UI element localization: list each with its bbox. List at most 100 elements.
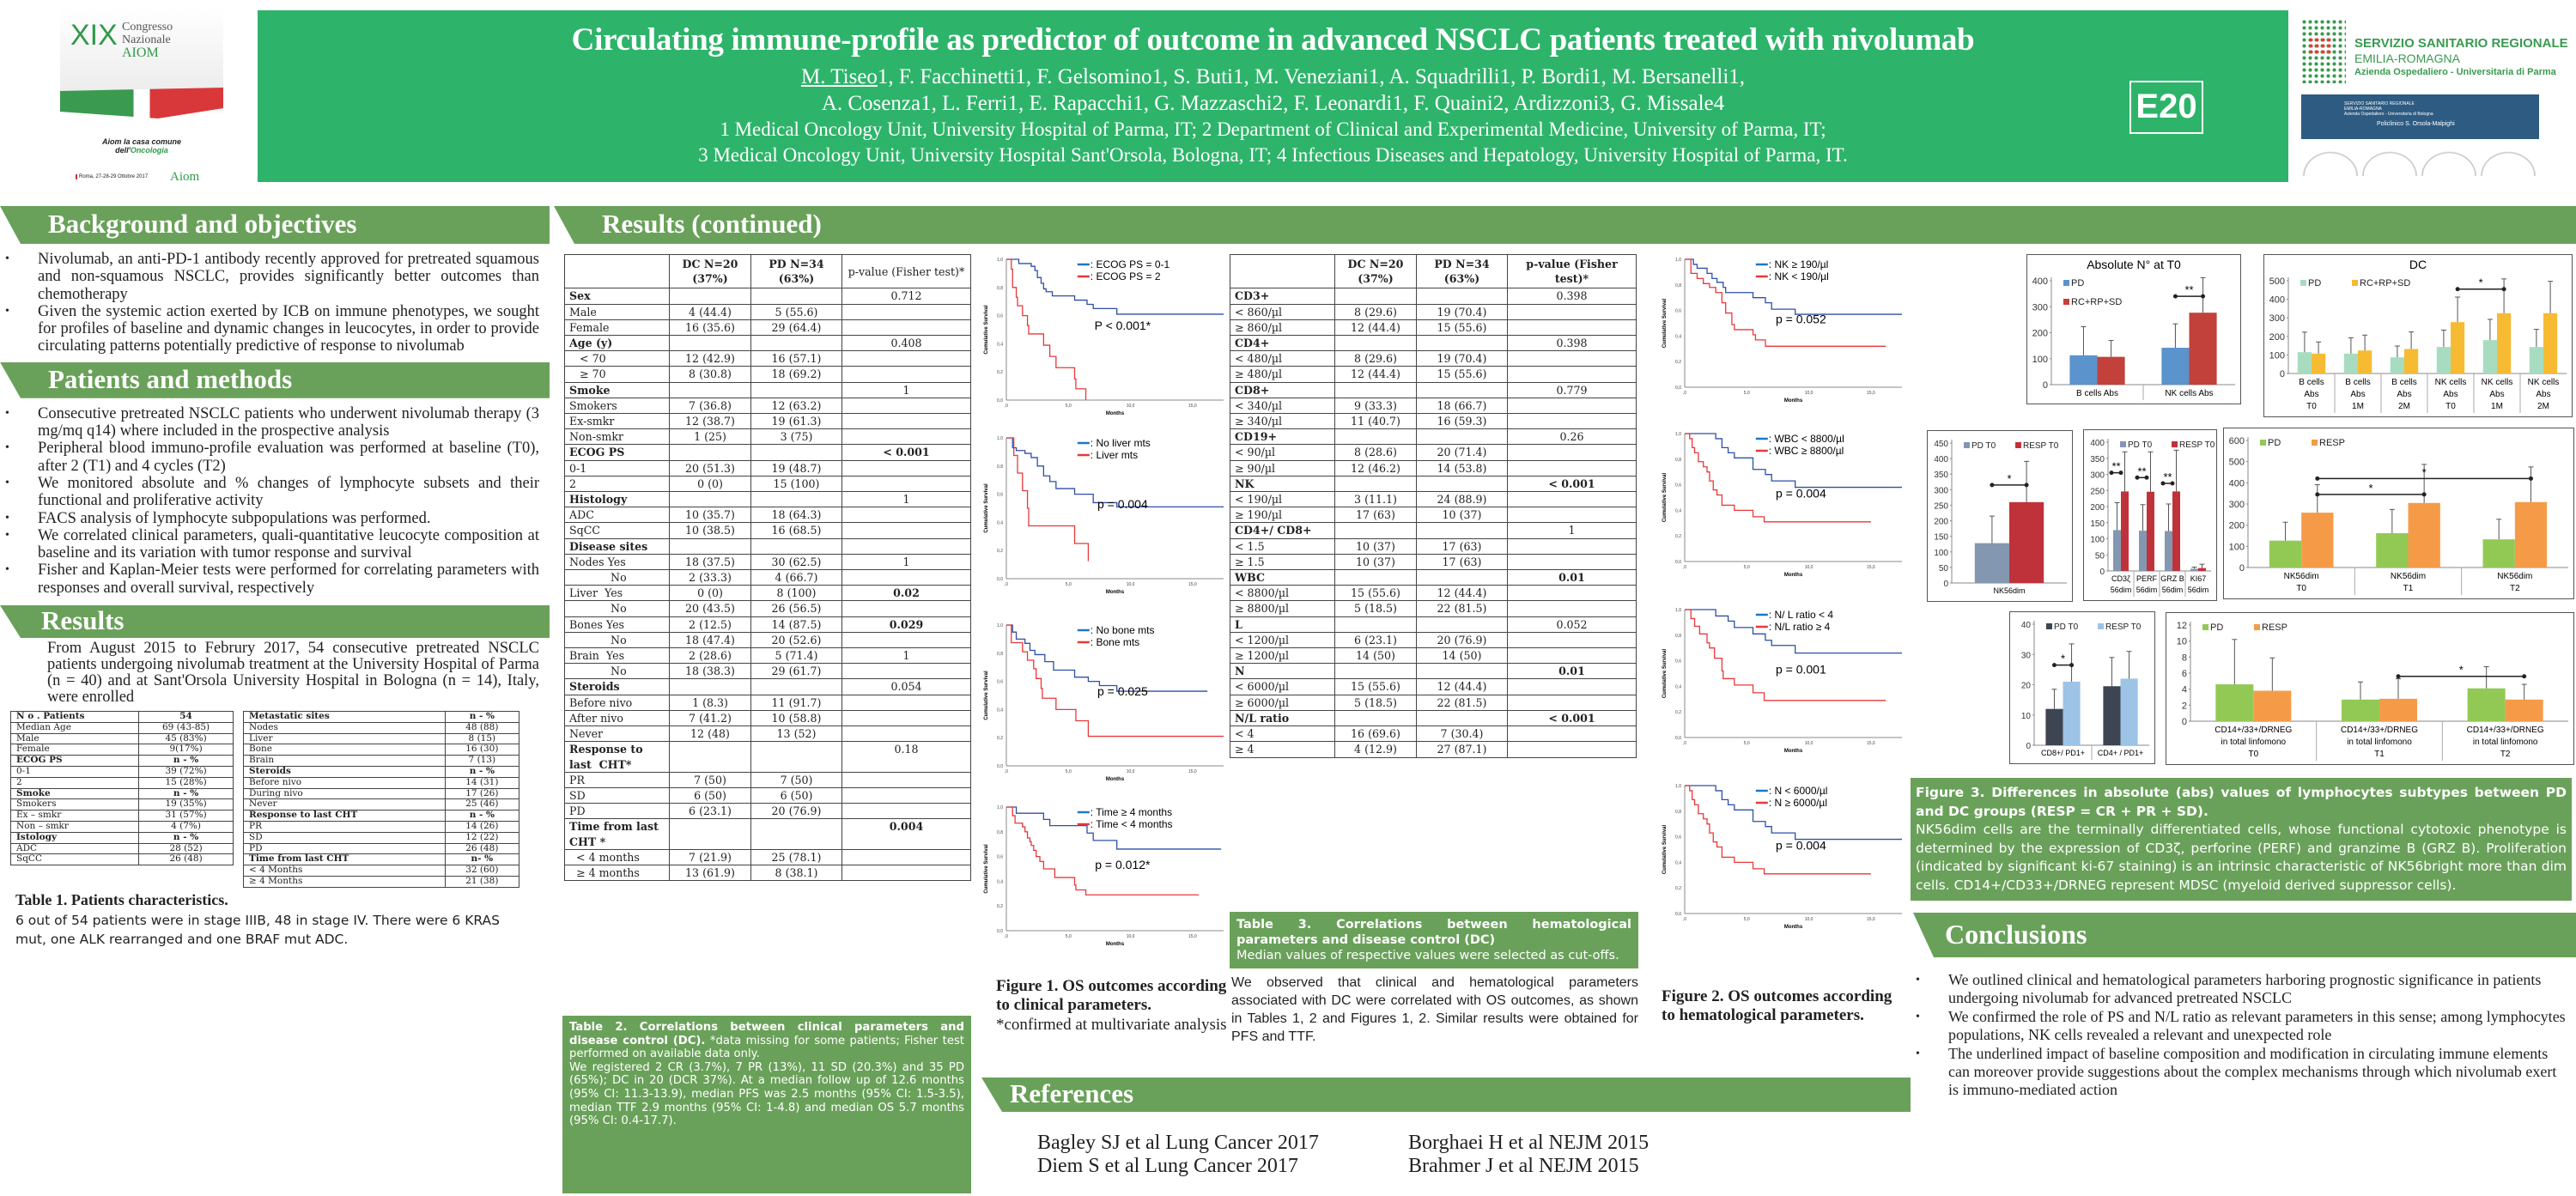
row-label: Response to last CHT* — [564, 741, 670, 773]
y-tick-label: 200 — [2032, 329, 2048, 339]
dc-value: 6 (23.1) — [1334, 631, 1417, 649]
x-tick-label: 5,0 — [1066, 769, 1072, 774]
tagline-line: dell' — [115, 146, 131, 155]
table-row: No 18 (38.3) 29 (61.7) — [564, 663, 971, 680]
table-row: CD4+ 0.398 — [1230, 335, 1637, 352]
pd-value: 16 (68.5) — [750, 522, 842, 539]
bar-pd — [2529, 347, 2543, 373]
p-value: 0.02 — [841, 585, 971, 602]
pd-value: 14 (53.8) — [1416, 459, 1508, 477]
dc-value: 2 (33.3) — [669, 569, 751, 586]
table1-left: N o . Patients 54 Median Age 69 (43-85) Male… — [9, 711, 234, 866]
row-label: Before nivo — [243, 776, 446, 789]
legend-swatch — [2046, 623, 2052, 629]
x-tick-label: ,0 — [1683, 741, 1686, 746]
dots-logo-icon — [2301, 19, 2346, 83]
row-label: Histology — [564, 491, 670, 508]
row-label: < 190/µl — [1230, 491, 1335, 508]
pd-value — [750, 444, 842, 461]
table-row: ≥ 1200/µl 14 (50) 14 (50) — [1230, 647, 1637, 665]
header-pd: PD N=34 (63%) — [750, 253, 842, 289]
figure1-note: *confirmed at multivariate analysis — [996, 1016, 1227, 1034]
table2: DC N=20 (37%) PD N=34 (63%) p-value (Fishe… — [564, 253, 971, 882]
legend-label: RC+RP+SD — [2360, 278, 2410, 288]
bullet-item: We correlated clinical parameters, quali… — [0, 527, 539, 562]
y-tick-label: 0,0 — [1675, 912, 1681, 917]
y-tick-label: 1,0 — [1675, 784, 1681, 789]
legend-label: PD — [2071, 278, 2084, 288]
category-label: NK56dim — [2497, 572, 2532, 581]
bar-resp — [2379, 698, 2417, 721]
row-value: n - % — [138, 787, 234, 800]
y-tick-label: 0,0 — [1675, 560, 1681, 565]
category-label: 1M — [2352, 402, 2364, 411]
km-curve-1 — [1685, 609, 1886, 701]
bar-rc-rp-sd — [2451, 322, 2465, 373]
bar-pd — [2436, 347, 2451, 373]
bar-rc-rp-sd — [2543, 313, 2558, 373]
dc-value: 7 (41.2) — [669, 709, 751, 727]
table-row: < 480/µl 8 (29.6) 19 (70.4) — [1230, 350, 1637, 367]
bar-pd — [2390, 357, 2404, 373]
bar-pd — [2269, 540, 2302, 568]
row-value: 31 (57%) — [138, 810, 234, 823]
row-label: < 4 Months — [243, 865, 446, 877]
figure1-caption-block: Figure 1. OS outcomes according to clini… — [996, 977, 1230, 1035]
table-row: ≥ 860/µl 12 (44.4) 15 (55.6) — [1230, 319, 1637, 337]
y-tick-label: 40 — [2021, 621, 2032, 630]
row-label: L — [1230, 616, 1335, 633]
aiom-mini-logo: Aiom — [170, 170, 200, 184]
y-tick-label: 0,4 — [1675, 508, 1681, 513]
row-label: Age (y) — [564, 335, 670, 352]
category-label: KI67 — [2190, 574, 2207, 583]
km-plot-nl: 0,0 0,2 0,4 0,6 0,8 1,0 ,0 5,0 10,0 15,0 Months Cum… — [1656, 601, 1906, 760]
x-tick-label: 5,0 — [1744, 741, 1750, 746]
section-header-background: Background and objectives — [0, 206, 550, 244]
tagline-line: Oncologia — [130, 146, 168, 155]
legend-label: : N/L ratio ≥ 4 — [1769, 621, 1831, 633]
dc-value — [1334, 709, 1417, 727]
pd-value: 18 (69.2) — [750, 366, 842, 383]
table-row: 2 15 (28%) — [9, 776, 234, 789]
row-value: n- % — [444, 853, 520, 866]
table-row: < 8800/µl 15 (55.6) 12 (44.4) — [1230, 585, 1637, 602]
significance-dot — [2118, 471, 2123, 476]
p-value — [841, 709, 971, 727]
bar-pd — [2482, 340, 2497, 373]
p-value — [841, 537, 971, 555]
bologna-hospital-logo: SERVIZIO SANITARIO REGIONALE EMILIA-ROMA… — [2301, 94, 2539, 139]
y-tick-label: 0,4 — [997, 342, 1003, 347]
category-label: Abs — [2443, 390, 2458, 399]
y-tick-label: 300 — [2269, 313, 2285, 324]
x-tick-label: 15,0 — [1188, 769, 1197, 774]
table-row: Ex – smkr 31 (57%) — [9, 810, 234, 823]
x-tick-label: 15,0 — [1867, 565, 1875, 570]
pd-value: 13 (52) — [750, 725, 842, 743]
row-label: PD — [564, 803, 670, 820]
dc-value: 4 (12.9) — [1334, 741, 1417, 758]
y-tick-label: 100 — [2269, 350, 2285, 361]
y-tick-label: 250 — [2090, 487, 2105, 496]
y-tick-label: 1,0 — [997, 258, 1003, 263]
x-axis-label: Months — [1784, 925, 1803, 930]
row-label: Steroids — [564, 678, 670, 695]
x-tick-label: 15,0 — [1867, 391, 1875, 396]
row-label: Time from last CHT — [243, 853, 446, 866]
y-tick-label: 0,2 — [997, 549, 1003, 554]
y-tick-label: 0,2 — [997, 370, 1003, 375]
pd-value: 5 (71.4) — [750, 647, 842, 665]
dc-value: 2 (12.5) — [669, 616, 751, 633]
pd-value — [1416, 569, 1508, 586]
p-value: < 0.001 — [841, 444, 971, 461]
row-label: < 1.5 — [1230, 537, 1335, 555]
x-tick-label: 10,0 — [1805, 917, 1814, 922]
y-tick-label: 2 — [2182, 701, 2187, 711]
y-tick-label: 0 — [1943, 580, 1948, 589]
p-value — [841, 569, 971, 586]
x-tick-label: ,0 — [1005, 404, 1008, 409]
bar-pd — [2376, 533, 2409, 568]
table3-caption-title: Table 3. Correlations between hematologi… — [1236, 918, 1631, 947]
km-curve-0 — [1685, 258, 1902, 315]
pd-value: 15 (55.6) — [1416, 319, 1508, 337]
bar-resp — [2253, 690, 2292, 721]
